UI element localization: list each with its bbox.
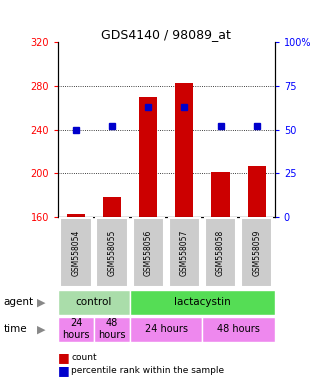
Text: GSM558056: GSM558056 — [144, 229, 153, 276]
Text: ■: ■ — [58, 351, 70, 364]
FancyBboxPatch shape — [241, 218, 272, 287]
FancyBboxPatch shape — [130, 317, 203, 342]
Text: GSM558058: GSM558058 — [216, 229, 225, 276]
FancyBboxPatch shape — [132, 218, 164, 287]
Text: time: time — [3, 324, 27, 334]
Title: GDS4140 / 98089_at: GDS4140 / 98089_at — [101, 28, 231, 41]
Text: agent: agent — [3, 297, 33, 308]
Text: 48 hours: 48 hours — [217, 324, 260, 334]
Text: GSM558054: GSM558054 — [71, 229, 80, 276]
Text: percentile rank within the sample: percentile rank within the sample — [71, 366, 224, 375]
FancyBboxPatch shape — [58, 317, 94, 342]
Bar — [175, 83, 193, 217]
FancyBboxPatch shape — [96, 218, 128, 287]
Text: 24
hours: 24 hours — [62, 318, 90, 340]
Bar — [103, 197, 121, 217]
Text: 24 hours: 24 hours — [145, 324, 188, 334]
FancyBboxPatch shape — [58, 290, 130, 315]
FancyBboxPatch shape — [203, 317, 275, 342]
Text: lactacystin: lactacystin — [174, 297, 231, 308]
FancyBboxPatch shape — [94, 317, 130, 342]
Text: ▶: ▶ — [37, 297, 46, 308]
Bar — [67, 214, 85, 217]
Text: control: control — [76, 297, 112, 308]
Text: ▶: ▶ — [37, 324, 46, 334]
Text: count: count — [71, 353, 97, 362]
Text: ■: ■ — [58, 364, 70, 377]
FancyBboxPatch shape — [205, 218, 236, 287]
Bar — [212, 172, 230, 217]
FancyBboxPatch shape — [169, 218, 200, 287]
Text: 48
hours: 48 hours — [98, 318, 126, 340]
Bar — [248, 166, 266, 217]
FancyBboxPatch shape — [60, 218, 92, 287]
Text: GSM558059: GSM558059 — [252, 229, 261, 276]
Text: GSM558057: GSM558057 — [180, 229, 189, 276]
Text: GSM558055: GSM558055 — [108, 229, 117, 276]
FancyBboxPatch shape — [130, 290, 275, 315]
Bar — [139, 97, 157, 217]
